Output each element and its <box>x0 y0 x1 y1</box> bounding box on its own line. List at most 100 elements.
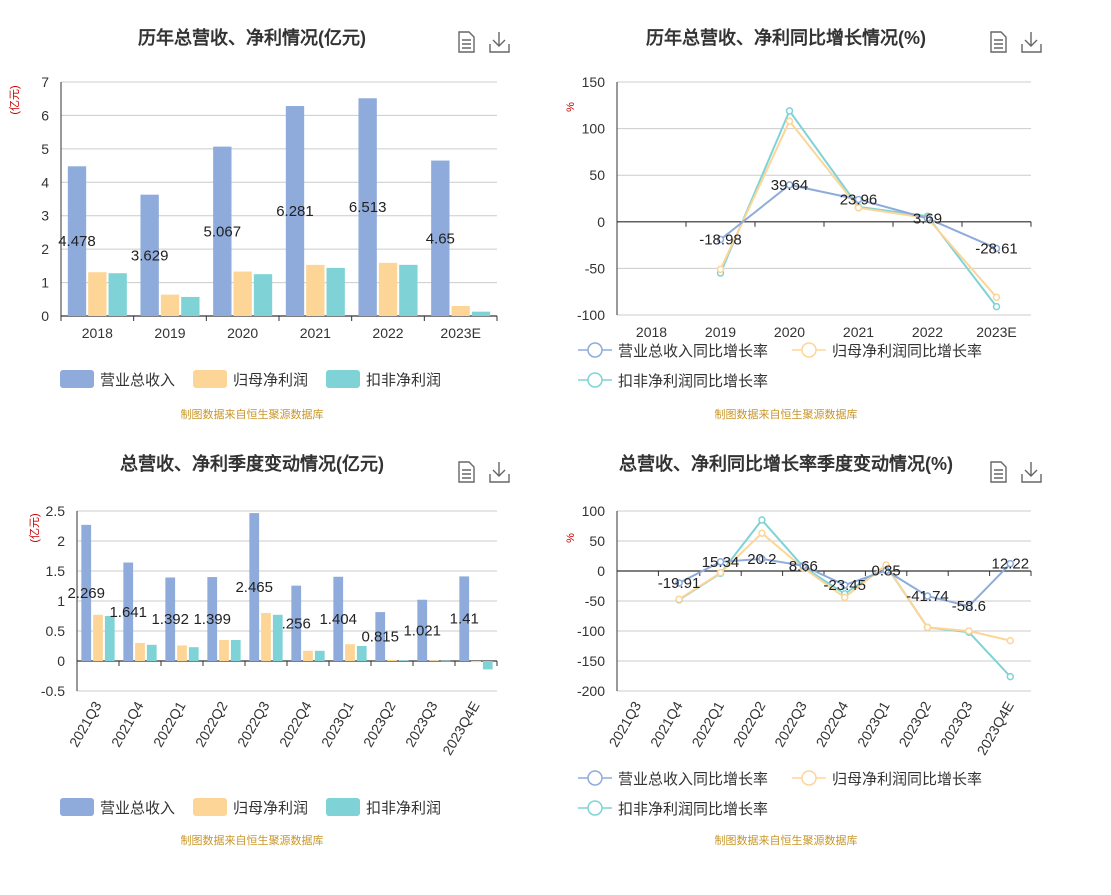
bar <box>272 614 283 661</box>
document-icon[interactable] <box>458 461 475 483</box>
legend-swatch <box>60 370 94 388</box>
bar <box>378 262 398 316</box>
y-tick-label: 0 <box>57 653 65 669</box>
source-note: 制图数据来自恒生聚源数据库 <box>181 407 324 421</box>
y-tick-label: 1 <box>41 275 49 291</box>
legend-swatch <box>326 370 360 388</box>
series-point <box>785 117 794 125</box>
chart-title: 历年总营收、净利同比增长情况(%) <box>646 27 926 48</box>
series-point <box>965 627 973 635</box>
legend-label: 营业总收入 <box>100 800 175 817</box>
document-icon-lines <box>462 39 471 49</box>
chart-title: 历年总营收、净利情况(亿元) <box>138 27 366 48</box>
bar <box>429 660 439 661</box>
y-tick-label: 50 <box>589 167 605 183</box>
y-tick-label: 150 <box>582 74 606 90</box>
legend-label: 营业总收入同比增长率 <box>618 771 768 788</box>
document-icon-lines <box>994 39 1003 49</box>
line-data-label: 39.64 <box>771 177 809 194</box>
bar <box>123 562 134 661</box>
x-tick-label: 2022Q2 <box>730 698 769 749</box>
y-tick-label: 0 <box>41 308 49 324</box>
series-point <box>923 214 932 223</box>
y-tick-label: 3 <box>41 208 49 224</box>
document-icon[interactable] <box>458 31 475 53</box>
bar <box>399 264 418 316</box>
bar <box>261 613 271 661</box>
x-tick-label: 2022 <box>912 324 943 340</box>
series-point <box>1006 672 1015 681</box>
document-icon-lines <box>994 469 1003 479</box>
series-point <box>992 293 1001 302</box>
x-tick-label: 2020 <box>227 325 258 341</box>
x-tick-label: 2021Q3 <box>606 698 645 749</box>
download-icon[interactable] <box>1021 32 1042 53</box>
bar <box>482 661 493 670</box>
legend-swatch <box>60 798 94 816</box>
bar <box>213 146 232 316</box>
x-tick-label: 2023Q2 <box>895 698 934 749</box>
series-point <box>716 569 725 577</box>
series-point <box>758 516 766 524</box>
bar-data-label: 2.465 <box>235 579 273 596</box>
bar-data-label: 6.281 <box>276 203 314 220</box>
bar <box>135 643 145 661</box>
document-icon-outline <box>990 461 1007 483</box>
series-point <box>1006 559 1015 568</box>
quarterly-growth-chart: 总营收、净利同比增长率季度变动情况(%)% -200 -150 -100 -50 0 50 1… <box>556 448 1111 895</box>
annual-revenue-profit-chart: 历年总营收、净利情况(亿元) (亿元) 0 1 2 3 4 5 6 7 2018 2019 2020 20… <box>0 0 555 447</box>
y-tick-label: 5 <box>41 141 49 157</box>
download-icon[interactable] <box>489 32 510 53</box>
bar-data-label: 1.399 <box>193 611 231 628</box>
line-data-label: -41.74 <box>906 588 949 605</box>
document-icon-outline <box>990 31 1007 53</box>
bar-data-label: 5.067 <box>204 223 242 240</box>
document-icon[interactable] <box>990 461 1007 483</box>
y-tick-label: -50 <box>585 593 605 609</box>
y-tick-label: 50 <box>589 533 605 549</box>
series-point <box>923 623 932 632</box>
y-tick-label: -100 <box>577 307 605 323</box>
x-tick-label: 2021Q4 <box>108 698 147 749</box>
bar <box>207 577 218 661</box>
bar <box>345 644 355 661</box>
legend-marker <box>587 770 603 786</box>
bar-data-label: 1.404 <box>319 611 357 628</box>
y-tick-label: 1.5 <box>46 563 66 579</box>
x-tick-label: 2023Q3 <box>937 698 976 749</box>
x-tick-label: 2022Q3 <box>234 698 273 749</box>
bar <box>104 616 115 661</box>
legend-label: 归母净利润 <box>233 372 308 389</box>
bar <box>177 645 187 661</box>
legend-label: 扣非净利润同比增长率 <box>618 801 768 818</box>
download-icon[interactable] <box>1021 462 1042 483</box>
legend-label: 扣非净利润 <box>366 800 441 817</box>
bar <box>356 646 367 661</box>
y-tick-label: 0 <box>597 563 605 579</box>
line-data-label: -18.98 <box>699 231 742 248</box>
line-data-label: 23.96 <box>840 191 878 208</box>
bar <box>333 576 344 661</box>
bar <box>291 585 302 661</box>
document-icon[interactable] <box>990 31 1007 53</box>
y-tick-label: 6 <box>41 107 49 123</box>
x-tick-label: 2023Q1 <box>854 698 893 749</box>
chart-title: 总营收、净利季度变动情况(亿元) <box>120 453 384 474</box>
bar <box>88 272 107 316</box>
y-tick-label: 1 <box>57 593 65 609</box>
document-icon-outline <box>458 31 475 53</box>
y-axis-unit: (亿元) <box>8 85 21 114</box>
x-tick-label: 2019 <box>705 324 736 340</box>
bar-data-label: 2.269 <box>67 585 105 602</box>
chart-title: 总营收、净利同比增长率季度变动情况(%) <box>619 453 953 474</box>
y-tick-label: 2 <box>41 241 49 257</box>
bar <box>303 650 313 661</box>
bar <box>285 106 305 316</box>
y-tick-label: 2.5 <box>46 503 66 519</box>
download-icon-tray <box>489 44 510 53</box>
series-point <box>854 195 863 204</box>
bar <box>326 267 345 316</box>
download-icon[interactable] <box>489 462 510 483</box>
x-tick-label: 2018 <box>82 325 113 341</box>
x-tick-label: 2022Q4 <box>813 698 852 749</box>
